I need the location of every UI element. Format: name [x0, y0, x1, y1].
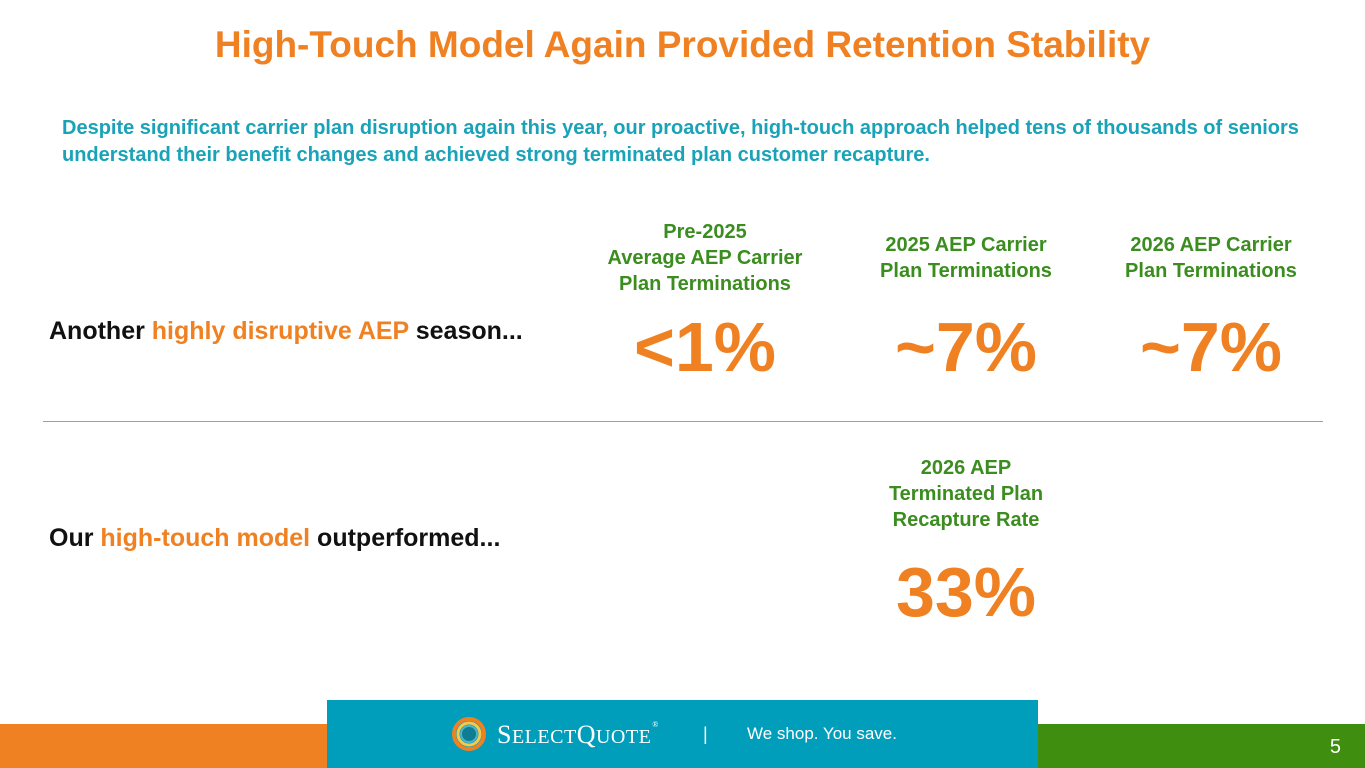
- section-divider: [43, 421, 1323, 422]
- col-header-2026: 2026 AEP Carrier Plan Terminations: [1125, 234, 1297, 282]
- page-number: 5: [1329, 736, 1341, 758]
- footer-orange-bar: [0, 724, 327, 768]
- slide-title: High-Touch Model Again Provided Retentio…: [214, 24, 1151, 65]
- col-header-pre2025: Pre-2025 Average AEP Carrier Plan Termin…: [607, 221, 803, 295]
- footer-green-bar: [1038, 724, 1365, 768]
- value-recapture: 33%: [895, 553, 1037, 631]
- brand-letters-elect: ELECT: [511, 726, 577, 748]
- col-header-2025: 2025 AEP Carrier Plan Terminations: [880, 234, 1052, 282]
- row2-label-suffix: outperformed...: [310, 524, 501, 552]
- brand-letter-s: S: [497, 720, 512, 749]
- row1-label-prefix: Another: [49, 317, 152, 345]
- brand-wordmark: SELECTQUOTE®: [497, 720, 659, 750]
- brand-trademark: ®: [652, 720, 659, 729]
- footer-tagline: We shop. You save.: [747, 724, 897, 743]
- footer-separator: |: [703, 724, 708, 744]
- selectquote-logo-icon: [452, 717, 486, 751]
- footer-teal-band: [327, 700, 1038, 768]
- brand-letter-q: Q: [576, 720, 596, 749]
- row1-label: Another highly disruptive AEP season...: [49, 317, 523, 346]
- col-header-recapture: 2026 AEP Terminated Plan Recapture Rate: [888, 457, 1044, 531]
- row2-label-prefix: Our: [49, 524, 101, 552]
- slide-subtitle: Despite significant carrier plan disrupt…: [62, 117, 1299, 166]
- value-2025: ~7%: [894, 308, 1038, 386]
- value-pre2025: <1%: [633, 308, 777, 386]
- row1-label-suffix: season...: [408, 317, 523, 345]
- brand-letters-uote: UOTE: [595, 726, 652, 748]
- row2-label-highlight: high-touch model: [100, 524, 311, 552]
- value-2026: ~7%: [1139, 308, 1283, 386]
- row1-label-highlight: highly disruptive AEP: [151, 317, 409, 345]
- row2-label: Our high-touch model outperformed...: [49, 524, 500, 553]
